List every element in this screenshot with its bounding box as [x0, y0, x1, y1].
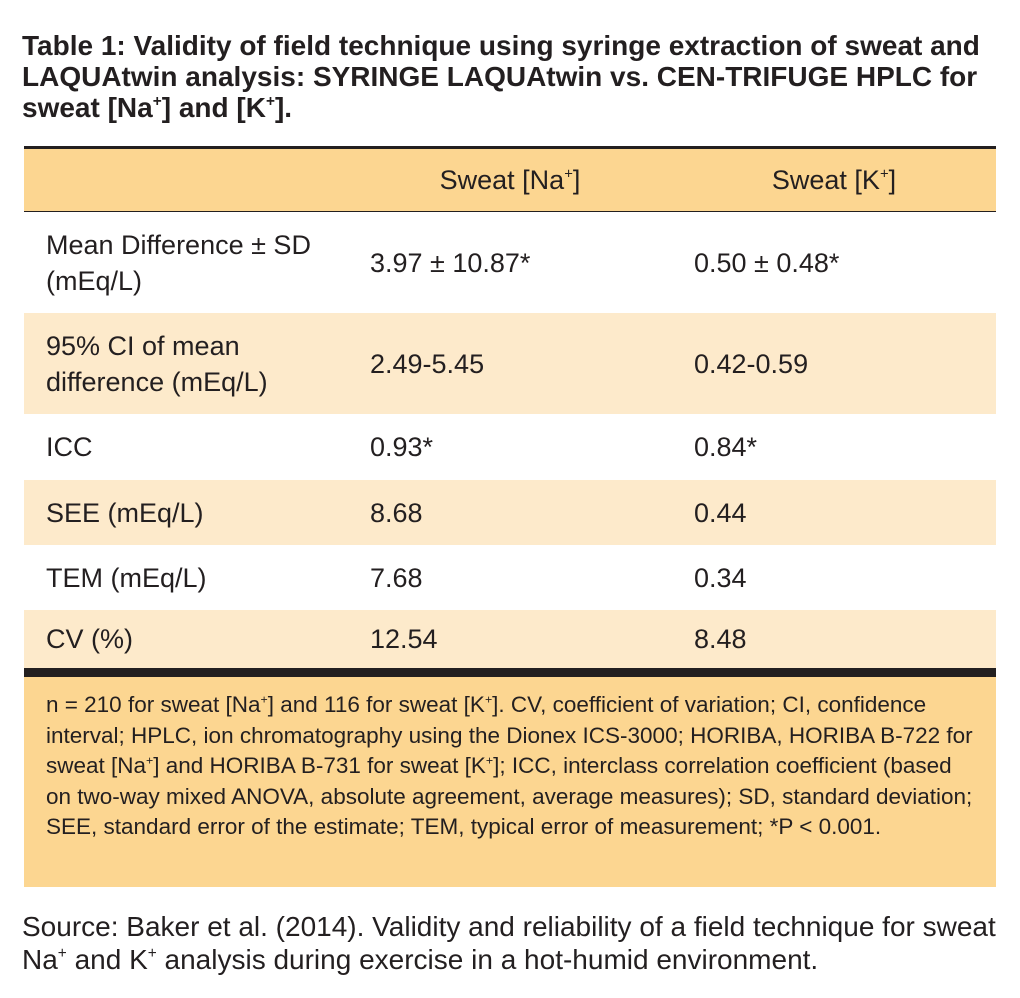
table-row: Mean Difference ± SD (mEq/L) 3.97 ± 10.8… — [24, 212, 996, 313]
table-row: CV (%) 12.54 8.48 — [24, 610, 996, 668]
row-label: Mean Difference ± SD (mEq/L) — [46, 229, 311, 296]
row-label: SEE (mEq/L) — [46, 497, 204, 528]
row-label: ICC — [46, 432, 93, 462]
row-label: 95% CI of mean difference (mEq/L) — [46, 330, 268, 397]
na-value: 7.68 — [370, 562, 423, 593]
k-value: 8.48 — [694, 624, 747, 654]
k-value: 0.34 — [694, 562, 747, 593]
na-value: 12.54 — [370, 624, 438, 654]
validity-table: Sweat [Na+] Sweat [K+] Mean Difference ±… — [24, 146, 996, 887]
header-sweat-na: Sweat [Na+] — [439, 165, 581, 195]
k-value: 0.50 ± 0.48* — [694, 247, 840, 278]
k-value: 0.42-0.59 — [694, 348, 809, 379]
table-row: ICC 0.93* 0.84* — [24, 414, 996, 480]
na-value: 2.49-5.45 — [370, 348, 485, 379]
bottom-rule — [24, 668, 996, 677]
table-title: Table 1: Validity of field technique usi… — [22, 30, 980, 123]
na-value: 3.97 ± 10.87* — [370, 247, 531, 278]
table-row: TEM (mEq/L) 7.68 0.34 — [24, 545, 996, 610]
na-value: 0.93* — [370, 432, 434, 462]
row-label: TEM (mEq/L) — [46, 562, 207, 593]
k-value: 0.44 — [694, 497, 747, 528]
na-value: 8.68 — [370, 497, 423, 528]
row-label: CV (%) — [46, 624, 133, 654]
k-value: 0.84* — [694, 432, 758, 462]
table-row: SEE (mEq/L) 8.68 0.44 — [24, 480, 996, 545]
table-row: 95% CI of mean difference (mEq/L) 2.49-5… — [24, 313, 996, 414]
header-sweat-k: Sweat [K+] — [771, 165, 897, 195]
table-footnote: n = 210 for sweat [Na+] and 116 for swea… — [24, 677, 996, 887]
top-rule — [24, 146, 996, 149]
source-citation: Source: Baker et al. (2014). Validity an… — [22, 911, 996, 975]
table-header: Sweat [Na+] Sweat [K+] — [24, 149, 996, 212]
